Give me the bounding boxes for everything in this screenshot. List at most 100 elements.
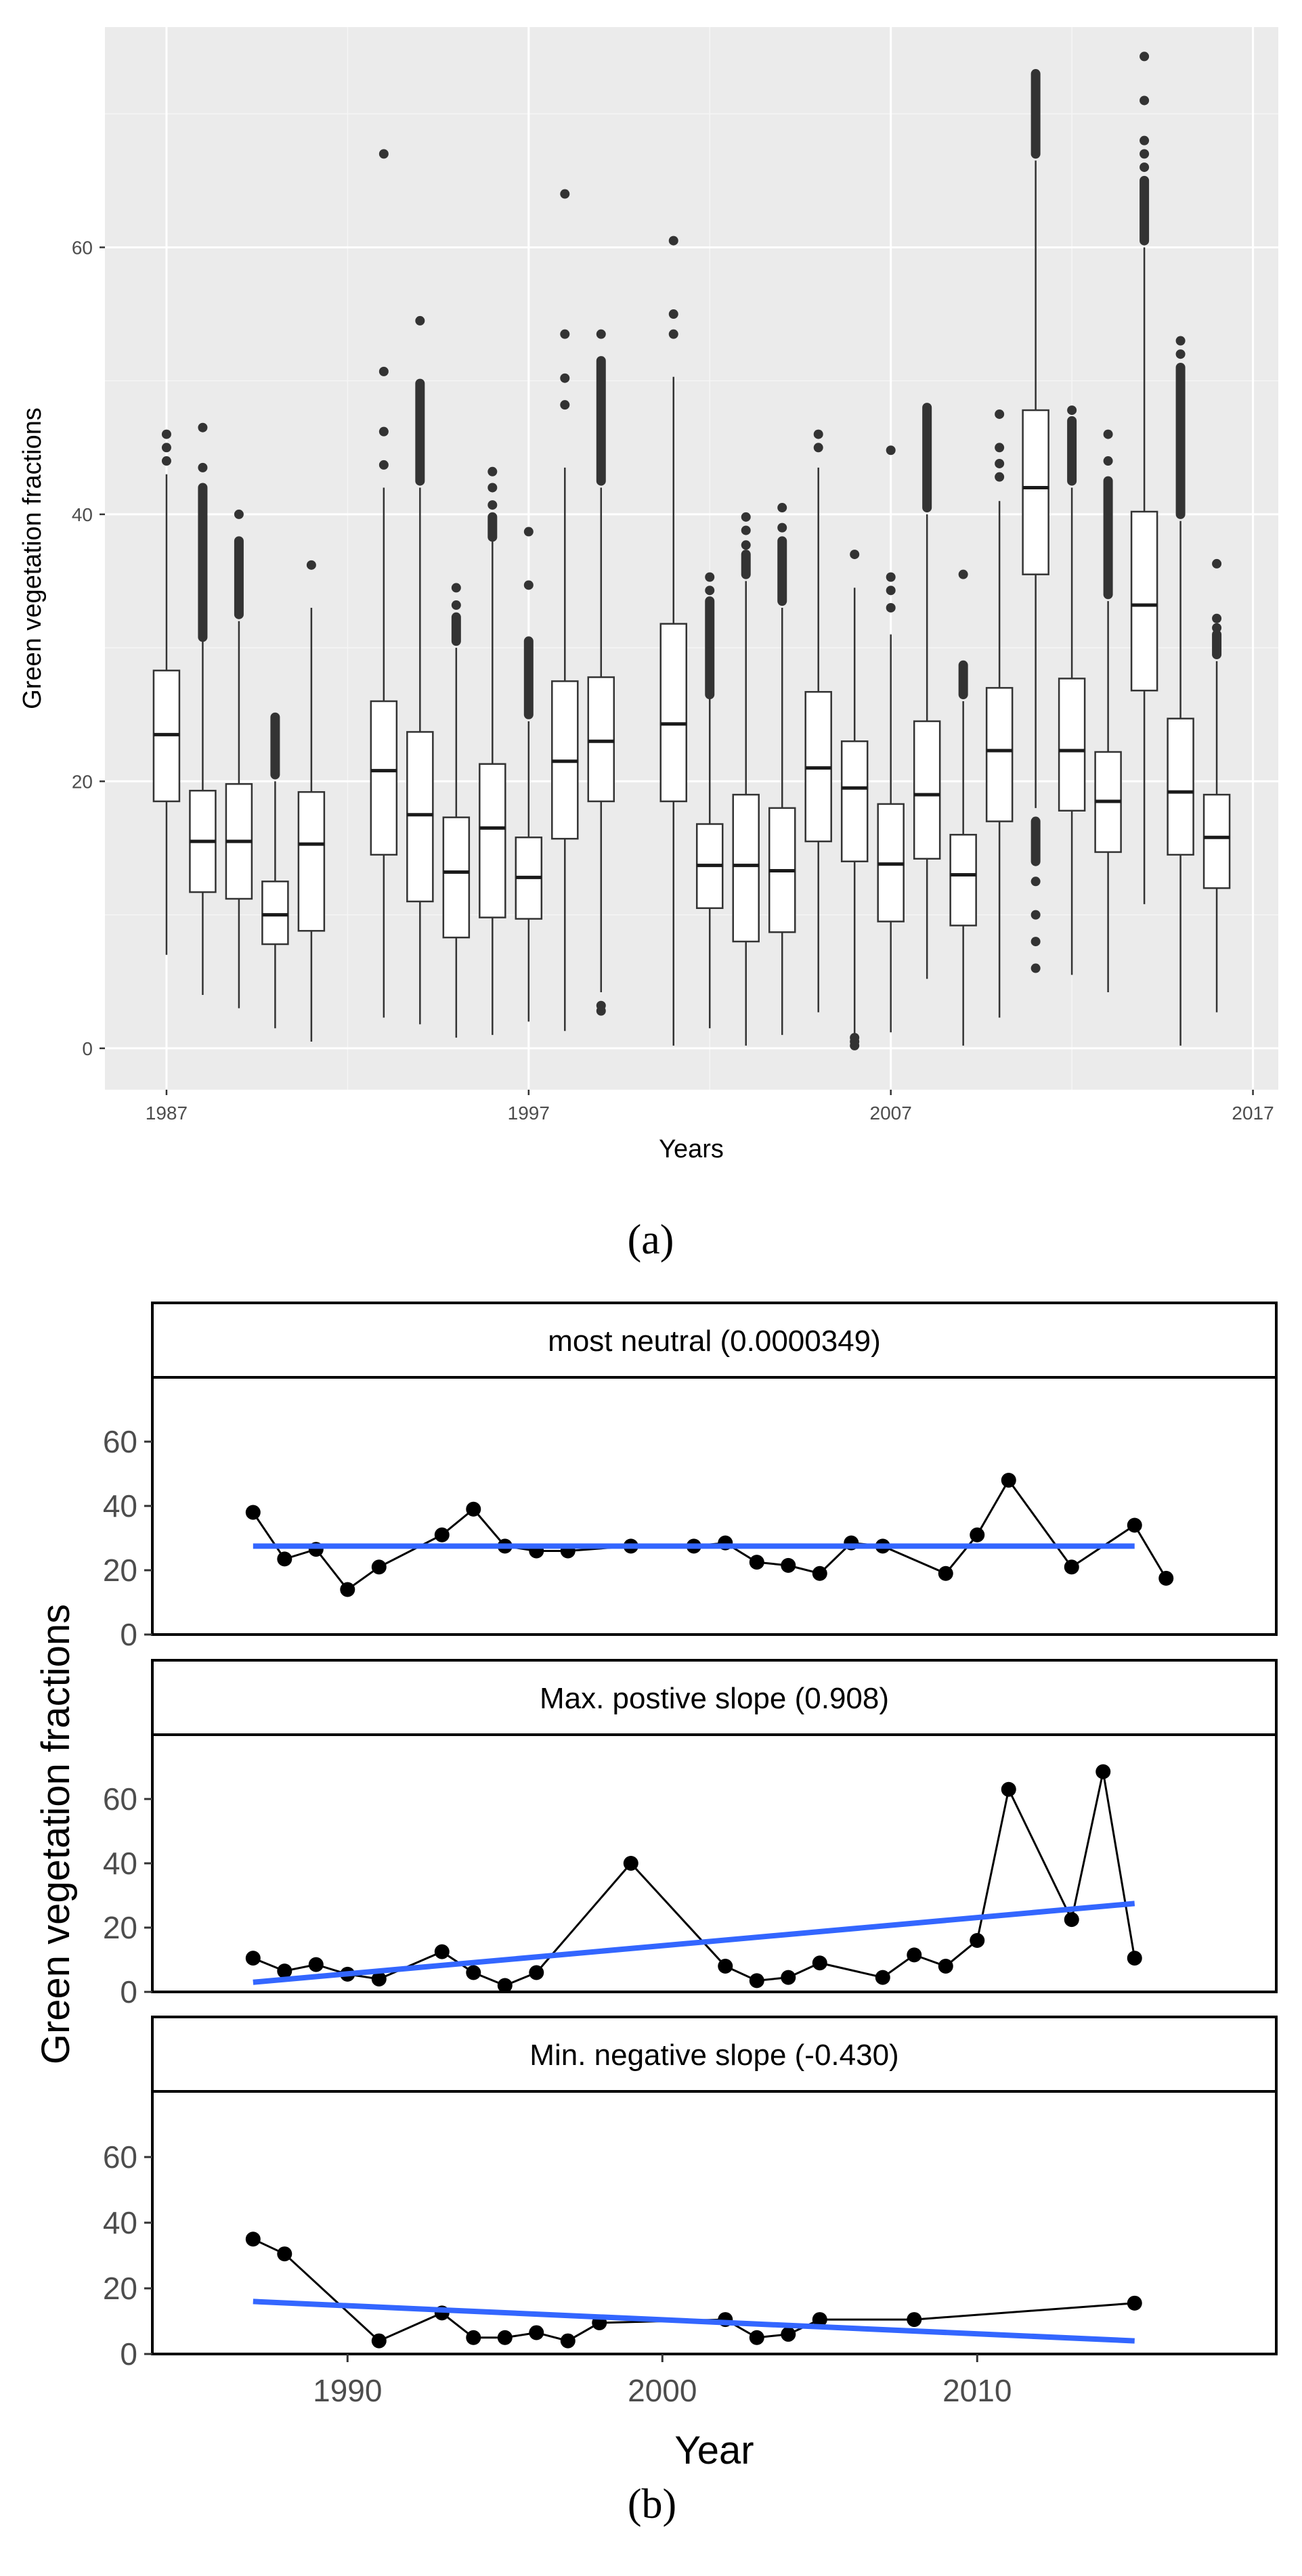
box-1994: [406, 315, 434, 1025]
outlier-point: [741, 540, 751, 550]
x-tick-label: 2017: [1232, 1103, 1274, 1124]
y-tick-label: 20: [103, 1553, 137, 1588]
box-2006: [840, 550, 869, 1050]
box-1988: [189, 422, 217, 995]
series-point: [308, 1957, 324, 1972]
series-point: [371, 2333, 387, 2349]
box-body: [297, 791, 326, 932]
box-body: [442, 816, 471, 939]
y-tick-label: 60: [103, 2139, 137, 2175]
box-2011: [1022, 69, 1049, 973]
series-point: [970, 1527, 985, 1542]
series-point: [371, 1972, 387, 1986]
series-point: [497, 1978, 513, 1993]
series-point: [623, 1856, 638, 1871]
series-point: [749, 1555, 764, 1570]
outlier-point: [1140, 162, 1150, 173]
series-point: [812, 1565, 827, 1581]
outlier-point: [487, 500, 498, 510]
panel-plot-area: [151, 1376, 1278, 1636]
outlier-point: [451, 600, 461, 610]
series-point: [1001, 1781, 1016, 1797]
outlier-point: [1030, 876, 1041, 887]
series-point: [434, 1527, 450, 1542]
figure-a-caption: (a): [628, 1217, 674, 1263]
panel-strip: [151, 1659, 1278, 1736]
series-point: [371, 1559, 387, 1575]
trend-panel-2: Max. postive slope (0.908) 0 20 40 60: [103, 1659, 1278, 2009]
series-point: [812, 2312, 827, 2328]
box-body: [370, 700, 398, 856]
trend-panel-1: most neutral (0.0000349) 0 20 40 60: [103, 1302, 1278, 1652]
outlier-point: [378, 460, 389, 470]
outlier-point: [668, 236, 678, 246]
box-1989: [225, 509, 253, 1008]
box-body: [840, 740, 869, 862]
outlier-cluster: [451, 612, 461, 646]
panel-plot-area: [151, 2090, 1278, 2355]
series-point: [529, 2325, 544, 2340]
series-point: [781, 2326, 796, 2342]
outlier-point: [1175, 349, 1186, 359]
box-2014: [1130, 51, 1158, 904]
box-2004: [768, 503, 796, 1036]
box-2001: [659, 236, 688, 1046]
y-tick-label: 0: [120, 1617, 137, 1652]
outlier-point: [886, 572, 896, 582]
box-2012: [1058, 405, 1086, 975]
x-tick-label: 2007: [870, 1103, 912, 1124]
outlier-point: [161, 456, 171, 466]
boxplot-y-axis-label: Green vegetation fractions: [18, 407, 47, 709]
outlier-point: [378, 426, 389, 437]
y-tick-label: 40: [103, 2205, 137, 2240]
box-2008: [913, 403, 941, 979]
panel-title: Min. negative slope (-0.430): [529, 2039, 898, 2072]
series-point: [781, 1970, 796, 1985]
outlier-point: [415, 315, 425, 326]
series-point: [812, 1955, 827, 1971]
outlier-point: [161, 429, 171, 439]
outlier-cluster: [741, 550, 751, 579]
series-point: [277, 1963, 292, 1979]
outlier-point: [850, 1033, 860, 1043]
series-point: [1095, 1764, 1111, 1779]
y-tick-label: 60: [103, 1781, 137, 1817]
outlier-point: [1030, 910, 1041, 920]
boxplot-gridlines: [105, 27, 1278, 1090]
outlier-point: [487, 466, 498, 476]
outlier-point: [1103, 429, 1113, 439]
outlier-point: [487, 483, 498, 493]
y-tick-label: 20: [103, 2271, 137, 2306]
series-point: [749, 1973, 764, 1989]
figure-b-caption: (b): [628, 2481, 676, 2527]
outlier-point: [1212, 558, 1222, 569]
series-point: [434, 1944, 450, 1959]
outlier-point: [1103, 456, 1113, 466]
series-point: [1127, 2295, 1142, 2311]
outlier-cluster: [1030, 816, 1041, 866]
series-point: [466, 2330, 481, 2345]
outlier-cluster: [705, 596, 715, 700]
outlier-cluster: [234, 536, 244, 619]
series-point: [277, 1551, 292, 1567]
outlier-point: [560, 400, 570, 410]
outlier-point: [668, 309, 678, 319]
outlier-point: [1212, 623, 1222, 633]
outlier-point: [161, 443, 171, 453]
series-point: [277, 2246, 292, 2262]
box-2005: [804, 429, 832, 1013]
outlier-point: [668, 329, 678, 339]
outlier-cluster: [777, 536, 787, 606]
box-body: [732, 793, 760, 943]
y-tick-label: 40: [103, 1846, 137, 1881]
series-point: [907, 2312, 922, 2328]
outlier-point: [886, 445, 896, 456]
outlier-cluster: [1030, 69, 1041, 159]
outlier-cluster: [922, 403, 932, 513]
series-point: [245, 1505, 261, 1520]
outlier-point: [560, 189, 570, 199]
box-body: [1058, 678, 1086, 812]
outlier-point: [596, 329, 606, 339]
trend-y-axis-label: Green vegetation fractions: [34, 1604, 78, 2064]
